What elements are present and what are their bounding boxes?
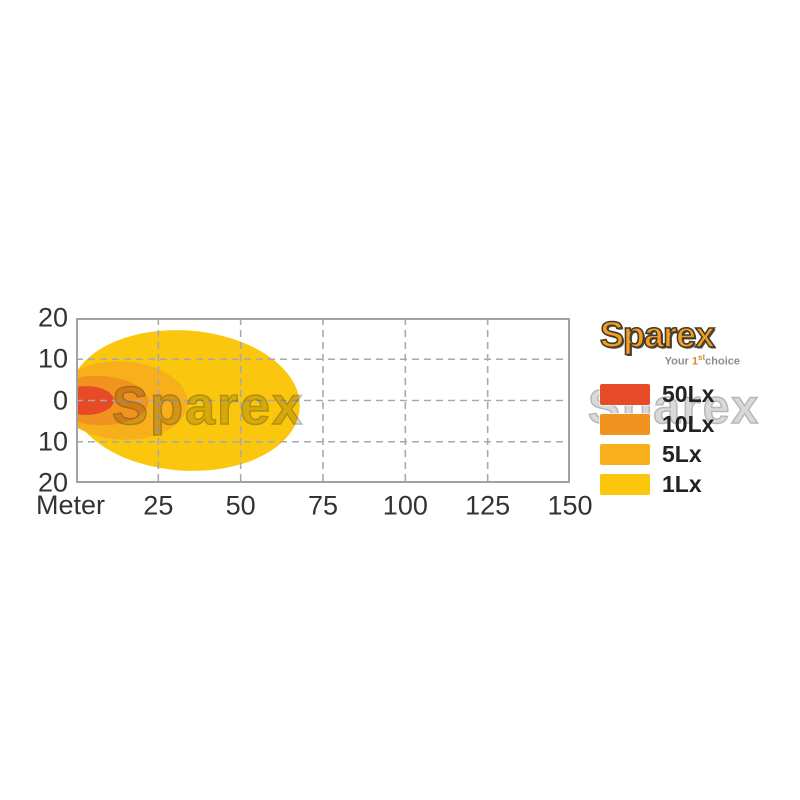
x-tick-label-50: 50 <box>225 490 256 521</box>
legend-swatch-1lx <box>600 474 650 496</box>
plot-border <box>76 318 570 483</box>
legend-label-1lx: 1Lx <box>662 471 702 498</box>
legend-row-50lx: 50Lx <box>600 380 780 410</box>
x-tick-label-150: 150 <box>547 490 593 521</box>
tagline-number: 1 <box>691 355 699 368</box>
legend-rows: 50Lx 10Lx 5Lx 1Lx <box>600 380 780 500</box>
x-tick-label-125: 125 <box>465 490 511 521</box>
sparex-watermark-plot: Sparex <box>111 376 305 436</box>
legend-swatch-50lx <box>600 384 650 406</box>
x-tick-label-75: 75 <box>307 490 339 521</box>
legend-row-10lx: 10Lx <box>600 410 780 440</box>
x-tick-label-25: 25 <box>143 490 174 521</box>
sparex-logo-text: Sparex <box>599 314 716 355</box>
legend-label-50lx: 50Lx <box>662 381 715 408</box>
y-tick-label-3: 10 <box>37 426 68 457</box>
legend-label-10lx: 10Lx <box>662 411 715 438</box>
y-tick-label-1: 10 <box>37 343 68 374</box>
legend-row-5lx: 5Lx <box>600 440 780 470</box>
x-tick-label-100: 100 <box>382 490 428 521</box>
tagline-post: choice <box>705 355 740 368</box>
legend-swatch-5lx <box>600 444 650 466</box>
legend-row-1lx: 1Lx <box>600 470 780 500</box>
sparex-logo: Sparex Your 1stchoice <box>599 314 740 368</box>
beam-pattern-plot <box>76 318 570 483</box>
y-tick-label-2: 0 <box>52 385 68 415</box>
y-tick-label-0: 20 <box>37 302 68 333</box>
x-axis-title: Meter <box>36 490 106 520</box>
legend-label-5lx: 5Lx <box>662 441 702 468</box>
tagline-pre: Your <box>664 355 692 368</box>
tagline-sup: st <box>698 353 706 362</box>
legend-panel: Sparex Your 1stchoice 50Lx 10Lx 5Lx 1Lx <box>599 314 780 500</box>
legend-swatch-10lx <box>600 414 650 436</box>
sparex-logo-tagline: Your 1stchoice <box>600 352 740 368</box>
